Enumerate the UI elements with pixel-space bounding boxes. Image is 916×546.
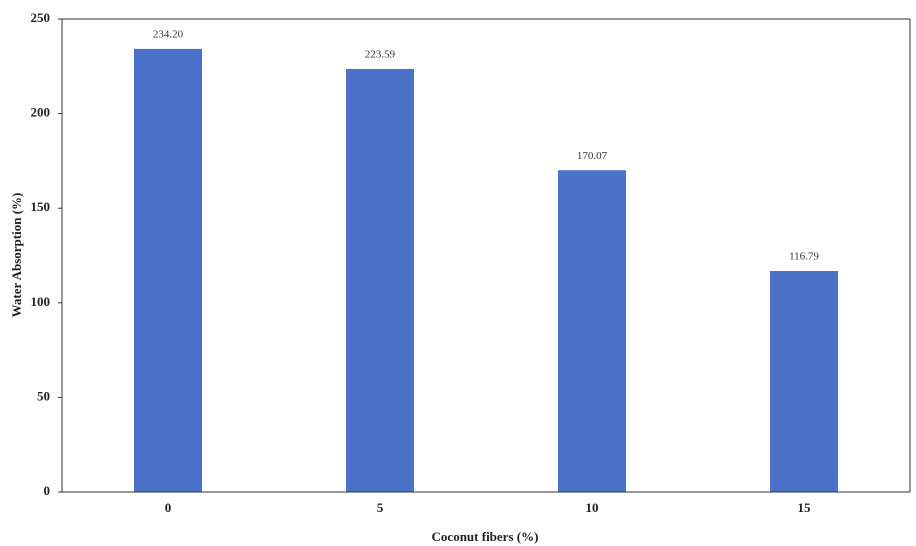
value-label: 234.20 <box>153 28 184 40</box>
y-tick-label: 100 <box>31 294 51 309</box>
x-tick-label: 10 <box>586 500 599 515</box>
x-tick-label: 15 <box>798 500 812 515</box>
y-tick-label: 250 <box>31 10 51 25</box>
x-axis-title: Coconut fibers (%) <box>432 529 539 544</box>
x-tick-label: 5 <box>377 500 384 515</box>
y-tick-label: 200 <box>31 105 51 120</box>
y-tick-label: 50 <box>37 388 50 403</box>
value-label: 116.79 <box>789 251 819 263</box>
y-tick-label: 150 <box>31 199 51 214</box>
value-label: 170.07 <box>577 150 608 162</box>
value-label: 223.59 <box>365 48 396 60</box>
bar <box>770 271 838 492</box>
y-tick-label: 0 <box>44 483 51 498</box>
bar <box>134 48 202 492</box>
bar <box>558 170 626 493</box>
y-axis-title: Water Absorption (%) <box>9 193 24 318</box>
bar <box>346 68 414 493</box>
x-tick-label: 0 <box>165 500 172 515</box>
